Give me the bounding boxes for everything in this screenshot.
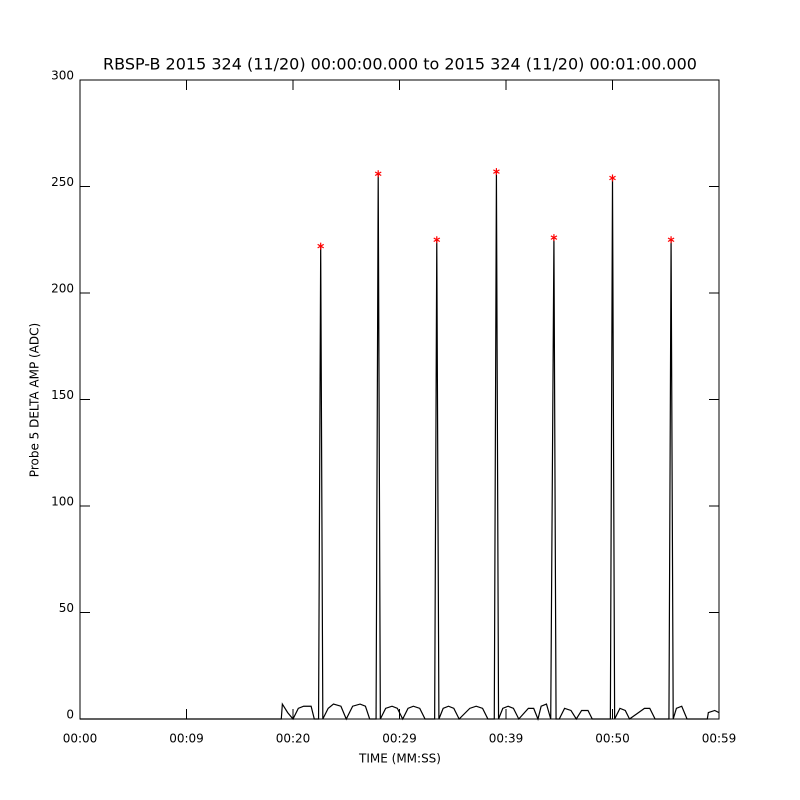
marker-stroke <box>374 171 382 176</box>
peak-marker <box>317 242 325 250</box>
y-tick-label: 100 <box>51 495 74 509</box>
x-tick-label: 00:50 <box>595 732 630 746</box>
y-tick-label: 150 <box>51 388 74 402</box>
y-axis-title: Probe 5 DELTA AMP (ADC) <box>28 323 42 477</box>
y-tick-label: 200 <box>51 282 74 296</box>
peak-marker <box>493 168 500 176</box>
y-tick-label: 250 <box>51 175 74 189</box>
y-tick-label: 300 <box>51 69 74 83</box>
y-tick-label: 50 <box>59 601 74 615</box>
peak-marker <box>667 236 675 244</box>
x-tick-label: 00:00 <box>63 732 98 746</box>
x-tick-label: 00:29 <box>382 732 417 746</box>
data-line <box>80 171 720 721</box>
peak-marker <box>374 170 382 178</box>
peak-marker <box>433 236 441 244</box>
x-tick-label: 00:09 <box>169 732 204 746</box>
marker-stroke <box>609 175 616 181</box>
x-tick-label: 00:20 <box>276 732 311 746</box>
marker-stroke <box>493 169 500 174</box>
peak-marker <box>550 234 558 242</box>
marker-stroke <box>667 237 675 243</box>
marker-stroke <box>317 243 325 249</box>
peak-marker <box>609 174 616 182</box>
x-tick-label: 00:39 <box>489 732 524 746</box>
plot-frame <box>79 79 720 720</box>
chart-title: RBSP-B 2015 324 (11/20) 00:00:00.000 to … <box>103 55 697 74</box>
y-tick-label: 0 <box>66 708 74 722</box>
marker-stroke <box>433 237 441 243</box>
marker-stroke <box>550 235 558 240</box>
x-axis-title: TIME (MM:SS) <box>358 752 441 766</box>
x-tick-label: 00:59 <box>702 732 737 746</box>
